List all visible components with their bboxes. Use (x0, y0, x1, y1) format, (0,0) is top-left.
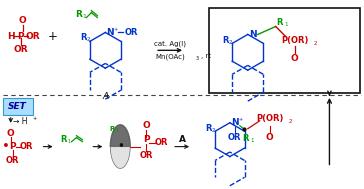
Text: P(OR): P(OR) (281, 36, 308, 45)
Text: R: R (276, 18, 283, 27)
Text: P: P (9, 142, 16, 151)
Text: OR: OR (228, 133, 242, 142)
Text: R: R (110, 126, 115, 132)
Text: OR: OR (154, 138, 168, 147)
Text: OR: OR (6, 156, 19, 165)
Text: 2: 2 (229, 40, 232, 45)
Text: 1: 1 (250, 138, 253, 143)
Text: → H: → H (13, 117, 28, 126)
Text: A: A (178, 135, 186, 144)
Text: 1: 1 (68, 139, 71, 144)
Text: cat. Ag(I): cat. Ag(I) (154, 40, 186, 47)
Text: R: R (205, 124, 211, 133)
Text: H: H (7, 32, 15, 41)
Text: N: N (107, 28, 114, 37)
Text: N: N (249, 30, 257, 39)
Text: OR: OR (139, 151, 153, 160)
Text: P(OR): P(OR) (256, 114, 283, 123)
Text: 2: 2 (87, 37, 91, 42)
Text: O: O (7, 129, 15, 138)
Text: R: R (75, 10, 82, 19)
Text: R: R (60, 135, 67, 144)
Text: SET: SET (8, 102, 27, 111)
Text: 3: 3 (195, 56, 198, 61)
Text: +: + (239, 117, 243, 122)
Text: 1: 1 (284, 22, 287, 27)
Text: O: O (142, 121, 150, 130)
Text: •: • (117, 140, 124, 153)
Text: R: R (80, 33, 87, 42)
Text: +: + (113, 27, 117, 32)
Text: •: • (2, 140, 10, 153)
Text: A: A (102, 92, 108, 101)
Text: R: R (222, 36, 229, 45)
Text: N: N (231, 118, 239, 127)
Text: O: O (266, 133, 274, 142)
Text: 2: 2 (211, 128, 215, 133)
Text: OR: OR (124, 28, 138, 37)
Text: OR: OR (25, 32, 40, 41)
Text: O: O (291, 54, 298, 63)
FancyBboxPatch shape (209, 8, 360, 93)
Text: Mn(OAc): Mn(OAc) (155, 53, 185, 60)
Text: OR: OR (13, 45, 28, 54)
Text: +: + (32, 116, 37, 121)
Text: +: + (48, 30, 58, 43)
Polygon shape (110, 125, 130, 147)
Text: OR: OR (20, 142, 33, 151)
Text: P: P (17, 32, 24, 41)
Text: O: O (19, 16, 27, 25)
Text: R: R (242, 134, 249, 143)
Text: 2: 2 (314, 41, 317, 46)
Text: 1: 1 (116, 128, 119, 133)
Text: P: P (143, 135, 150, 144)
Text: 1: 1 (83, 14, 86, 19)
Text: 2: 2 (289, 119, 292, 124)
FancyBboxPatch shape (3, 98, 33, 115)
Polygon shape (110, 147, 130, 168)
Text: , rt: , rt (201, 53, 211, 59)
